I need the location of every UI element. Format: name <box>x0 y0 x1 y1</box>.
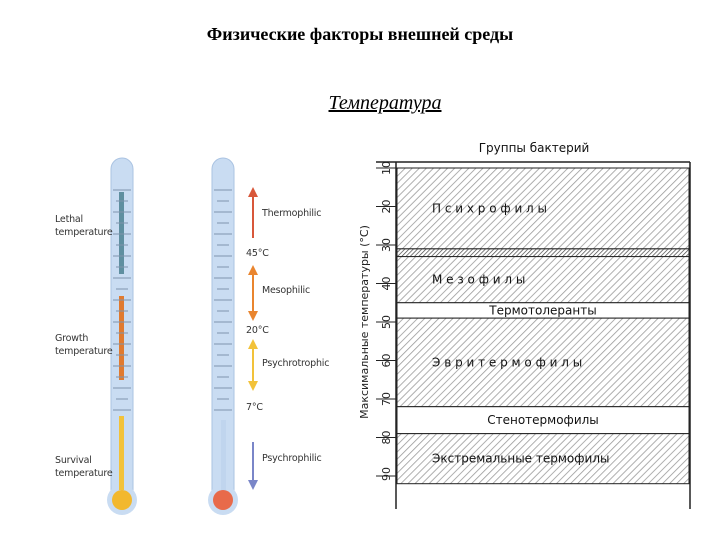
left-label-growth-line2: temperature <box>55 346 113 357</box>
arrow-mesophilic <box>248 265 258 321</box>
label-psychrotrophic: Psychrotrophic <box>262 358 329 369</box>
chart-tick-label: 50 <box>380 315 393 329</box>
right-thermometer: Thermophilic Mesophilic Psychrotrophic P… <box>208 157 329 515</box>
bacteria-chart: Группы бактерий П с и х р о ф и л ы М е з… <box>358 141 691 509</box>
chart-tick-label: 70 <box>380 392 393 406</box>
label-psychrophilic: Psychrophilic <box>262 453 321 464</box>
band-0 <box>396 167 690 250</box>
right-ticks <box>214 189 232 411</box>
chart-header: Группы бактерий <box>479 141 590 155</box>
temp-45: 45°C <box>246 248 269 259</box>
left-thermometer: Lethal temperature Growth temperature Su… <box>55 157 137 515</box>
band-label-4: Стенотермофилы <box>487 413 599 427</box>
chart-ticks: 10 20 30 40 50 60 70 80 90 <box>376 161 396 481</box>
left-label-lethal-line2: temperature <box>55 227 113 238</box>
left-label-growth-line1: Growth <box>55 333 88 344</box>
left-column-upper <box>119 192 124 274</box>
band-label-2: Термотолеранты <box>488 303 596 317</box>
left-label-survival: Survival temperature <box>55 455 113 479</box>
right-column <box>221 420 226 492</box>
right-thermometer-bulb <box>213 490 233 510</box>
chart-bands: П с и х р о ф и л ы М е з о ф и л ы Термот… <box>396 167 690 485</box>
chart-tick-label: 10 <box>380 161 393 175</box>
arrow-thermophilic <box>248 187 258 238</box>
label-mesophilic: Mesophilic <box>262 285 310 296</box>
band-1 <box>396 256 690 304</box>
left-label-survival-line2: temperature <box>55 468 113 479</box>
left-thermometer-bulb <box>112 490 132 510</box>
chart-tick-label: 90 <box>380 467 393 481</box>
left-label-lethal-line1: Lethal <box>55 214 83 225</box>
chart-ylabel: Максимальные температуры (°С) <box>358 225 371 419</box>
band-4 <box>396 406 690 435</box>
chart-tick-label: 30 <box>380 238 393 252</box>
chart-tick-label: 80 <box>380 431 393 445</box>
band-boundary <box>396 248 690 258</box>
label-thermophilic: Thermophilic <box>261 208 321 219</box>
band-label-3: Э в р и т е р м о ф и л ы <box>432 355 582 369</box>
temp-7: 7°C <box>246 402 263 413</box>
temp-20: 20°C <box>246 325 269 336</box>
chart-tick-label: 20 <box>380 200 393 214</box>
slide-title: Физические факторы внешней среды <box>206 24 514 44</box>
arrow-psychrotrophic <box>248 339 258 391</box>
chart-tick-label: 40 <box>380 277 393 291</box>
band-label-1: М е з о ф и л ы <box>432 273 525 287</box>
subtitle-text: Температура <box>328 92 442 114</box>
left-ticks <box>113 189 131 411</box>
left-label-lethal: Lethal temperature <box>55 214 113 238</box>
arrow-psychrophilic <box>248 442 258 490</box>
left-label-survival-line1: Survival <box>55 455 92 466</box>
chart-tick-label: 60 <box>380 354 393 368</box>
band-label-0: П с и х р о ф и л ы <box>432 201 547 215</box>
band-5 <box>396 433 690 485</box>
band-label-5: Экстремальные термофилы <box>432 452 609 466</box>
left-column-lower <box>119 416 124 490</box>
left-label-growth: Growth temperature <box>55 333 113 357</box>
left-column-middle <box>119 296 124 380</box>
slide-subtitle: Температура <box>0 92 720 115</box>
